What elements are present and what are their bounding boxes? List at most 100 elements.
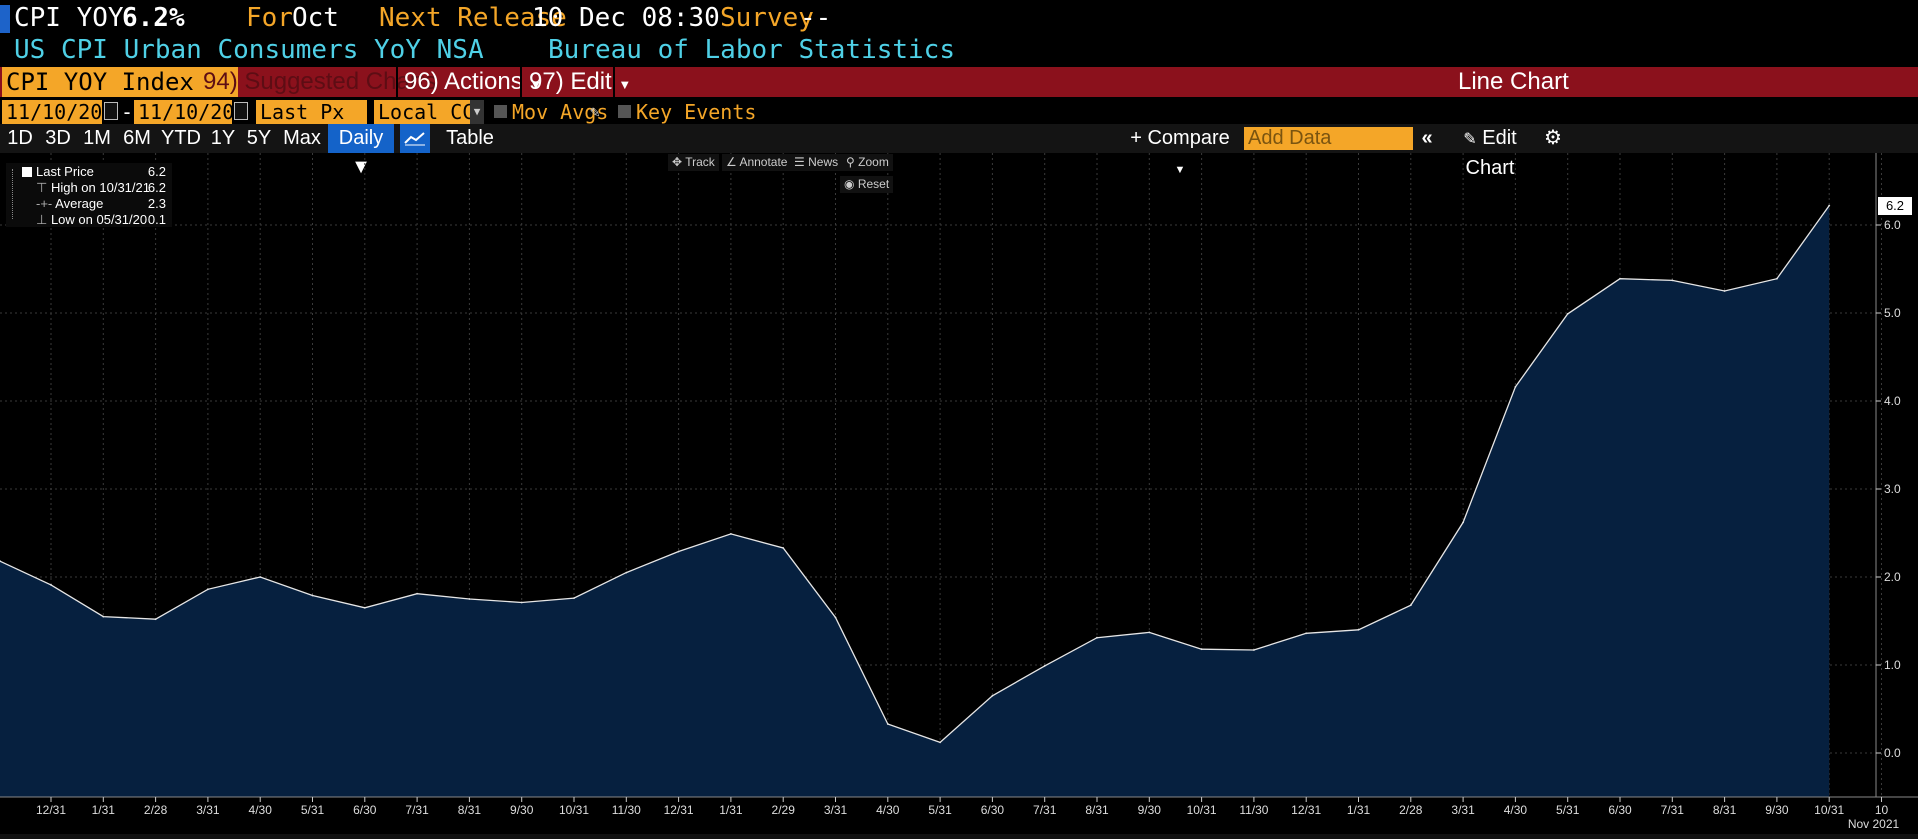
data-point — [1566, 313, 1569, 315]
range-button-1d[interactable]: 1D — [7, 127, 33, 149]
range-button-1y[interactable]: 1Y — [210, 127, 236, 149]
track-button[interactable]: ✥ Track — [668, 154, 719, 171]
start-date-field[interactable]: 11/10/2018 — [2, 100, 126, 124]
x-tick-label: 6/30 — [1608, 803, 1632, 817]
high-marker-icon: ⊤ — [36, 180, 48, 195]
y-tick-label: 5.0 — [1884, 306, 1901, 320]
data-point — [416, 592, 418, 595]
data-point — [1148, 631, 1151, 634]
range-button-5y[interactable]: 5Y — [246, 127, 272, 149]
compare-button[interactable]: + Compare ▼ — [1128, 124, 1232, 176]
x-tick-label: 5/31 — [301, 803, 325, 817]
add-data-input[interactable]: Add Data — [1244, 127, 1413, 150]
calendar-icon[interactable] — [104, 102, 118, 120]
range-button-max[interactable]: Max — [283, 127, 321, 149]
x-tick-label: 2/28 — [1399, 803, 1423, 817]
chevron-down-icon: ▼ — [1174, 164, 1186, 176]
range-button-ytd[interactable]: YTD — [161, 127, 201, 149]
legend-low-label: Low on 05/31/20 — [50, 212, 148, 227]
edit-label: Edit — [570, 68, 612, 95]
chevron-down-icon[interactable]: ▼ — [470, 100, 484, 124]
x-tick-label: 12/31 — [1291, 803, 1321, 817]
data-point — [886, 723, 889, 725]
x-tick-label: 3/31 — [196, 803, 220, 817]
suggested-charts-button[interactable]: 94) Suggested Charts — [203, 67, 436, 97]
x-axis-sublabel: Nov 2021 — [1848, 817, 1900, 831]
survey-value: -- — [800, 3, 832, 33]
collapse-icon[interactable]: « — [1421, 127, 1433, 149]
chevron-down-icon: ▼ — [529, 77, 543, 92]
edit-chart-label: Edit Chart — [1465, 127, 1517, 179]
legend-last-price: Last Price 6.2 — [36, 164, 172, 180]
edit-button[interactable]: 97) Edit ▼ — [529, 67, 631, 97]
suggested-charts-label: Suggested Charts — [244, 68, 437, 95]
field-select[interactable]: Last Px — [256, 100, 367, 124]
bottom-scrollbar[interactable] — [0, 834, 1918, 839]
data-point — [573, 597, 575, 599]
series-area — [0, 205, 1830, 798]
survey-label: Survey — [720, 3, 814, 33]
x-tick-label: 1/31 — [1347, 803, 1371, 817]
data-point — [311, 594, 314, 597]
line-chart-icon[interactable] — [400, 124, 430, 153]
range-button-6m[interactable]: 6M — [123, 127, 151, 149]
zoom-button[interactable]: ⚲ Zoom — [842, 154, 893, 171]
series-points — [0, 204, 1831, 744]
mov-avgs-label: Mov Avgs — [512, 100, 609, 124]
security-field[interactable]: CPI YOY Index — [2, 67, 238, 97]
x-tick-label: 2/28 — [144, 803, 168, 817]
calendar-icon[interactable] — [234, 102, 248, 120]
legend-tree-line — [12, 169, 23, 219]
data-point — [677, 550, 680, 553]
data-point — [1096, 636, 1098, 639]
series-line — [0, 205, 1830, 744]
reset-button[interactable]: ◉ Reset — [840, 176, 894, 193]
data-point — [1776, 277, 1778, 280]
range-button-1m[interactable]: 1M — [83, 127, 111, 149]
reset-icon: ◉ — [844, 177, 855, 191]
legend-average-value: 2.3 — [147, 196, 166, 211]
x-tick-label: 2/29 — [772, 803, 796, 817]
legend-low-value: 0.1 — [147, 212, 166, 227]
actions-button[interactable]: 96) Actions ▼ — [404, 67, 542, 97]
data-point — [259, 576, 262, 578]
data-point — [520, 601, 523, 604]
x-tick-label: 5/31 — [1556, 803, 1580, 817]
edit-chart-button[interactable]: ✎ Edit Chart — [1444, 124, 1536, 179]
crosshair-icon: ✥ — [672, 155, 683, 169]
table-button[interactable]: Table — [446, 127, 494, 149]
annotate-icon: ∠ — [726, 155, 737, 169]
frequency-select[interactable]: Daily ▼ — [328, 124, 394, 178]
toolbar-divider — [613, 67, 615, 97]
x-tick-label: 6/30 — [981, 803, 1005, 817]
data-source: Bureau of Labor Statistics — [548, 35, 955, 65]
data-point — [1305, 632, 1308, 635]
legend-high-label: High on 10/31/21 — [50, 180, 150, 195]
toolbar-divider — [396, 67, 398, 97]
security-header: CPI YOY 6.2% For Oct Next Release 10 Dec… — [0, 0, 1918, 36]
range-button-3d[interactable]: 3D — [45, 127, 71, 149]
end-date-field[interactable]: 11/10/2021 — [134, 100, 258, 124]
ticker-name: CPI YOY — [14, 3, 124, 33]
line-chart-area[interactable]: 0.0 1.0 2.0 3.0 4.0 5.0 6.0 12/31 1/31 2/28 3/31 4/… — [0, 153, 1918, 834]
gear-icon[interactable]: ⚙ — [1544, 127, 1562, 149]
actions-number: 96) — [404, 68, 439, 95]
x-tick-label: 6/30 — [353, 803, 377, 817]
annotate-button[interactable]: ∠ Annotate — [722, 154, 792, 171]
x-tick-label: 4/30 — [249, 803, 273, 817]
key-events-checkbox[interactable] — [618, 105, 631, 118]
news-label: News — [808, 155, 839, 169]
data-point — [1043, 665, 1046, 667]
data-point — [102, 615, 105, 618]
chevron-down-icon: ▼ — [618, 77, 632, 92]
suggested-charts-number: 94) — [203, 68, 238, 95]
data-point — [1200, 648, 1203, 651]
currency-select[interactable]: Local CCY — [374, 100, 486, 124]
news-button[interactable]: ☰ News — [790, 154, 843, 171]
x-tick-label: 3/31 — [824, 803, 848, 817]
mov-avgs-checkbox[interactable] — [494, 105, 507, 118]
chart-legend: Last Price 6.2 ⊤ High on 10/31/21 6.2 -+… — [6, 163, 172, 227]
pencil-icon[interactable]: ✎ — [590, 102, 600, 121]
data-point — [154, 618, 157, 621]
x-tick-label: 8/31 — [1713, 803, 1737, 817]
